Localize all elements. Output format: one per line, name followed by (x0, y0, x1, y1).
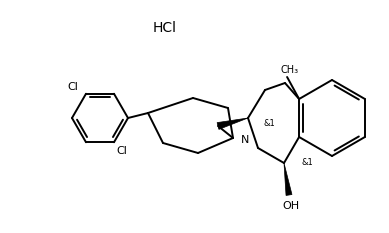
Text: N: N (241, 135, 249, 145)
Text: &1: &1 (302, 158, 314, 167)
Text: CH₃: CH₃ (280, 65, 298, 75)
Text: Cl: Cl (67, 82, 78, 92)
Text: HCl: HCl (153, 21, 177, 35)
Text: &1: &1 (264, 119, 276, 127)
Text: Cl: Cl (116, 146, 127, 156)
Text: OH: OH (282, 201, 300, 211)
Polygon shape (217, 118, 248, 129)
Polygon shape (284, 163, 292, 195)
